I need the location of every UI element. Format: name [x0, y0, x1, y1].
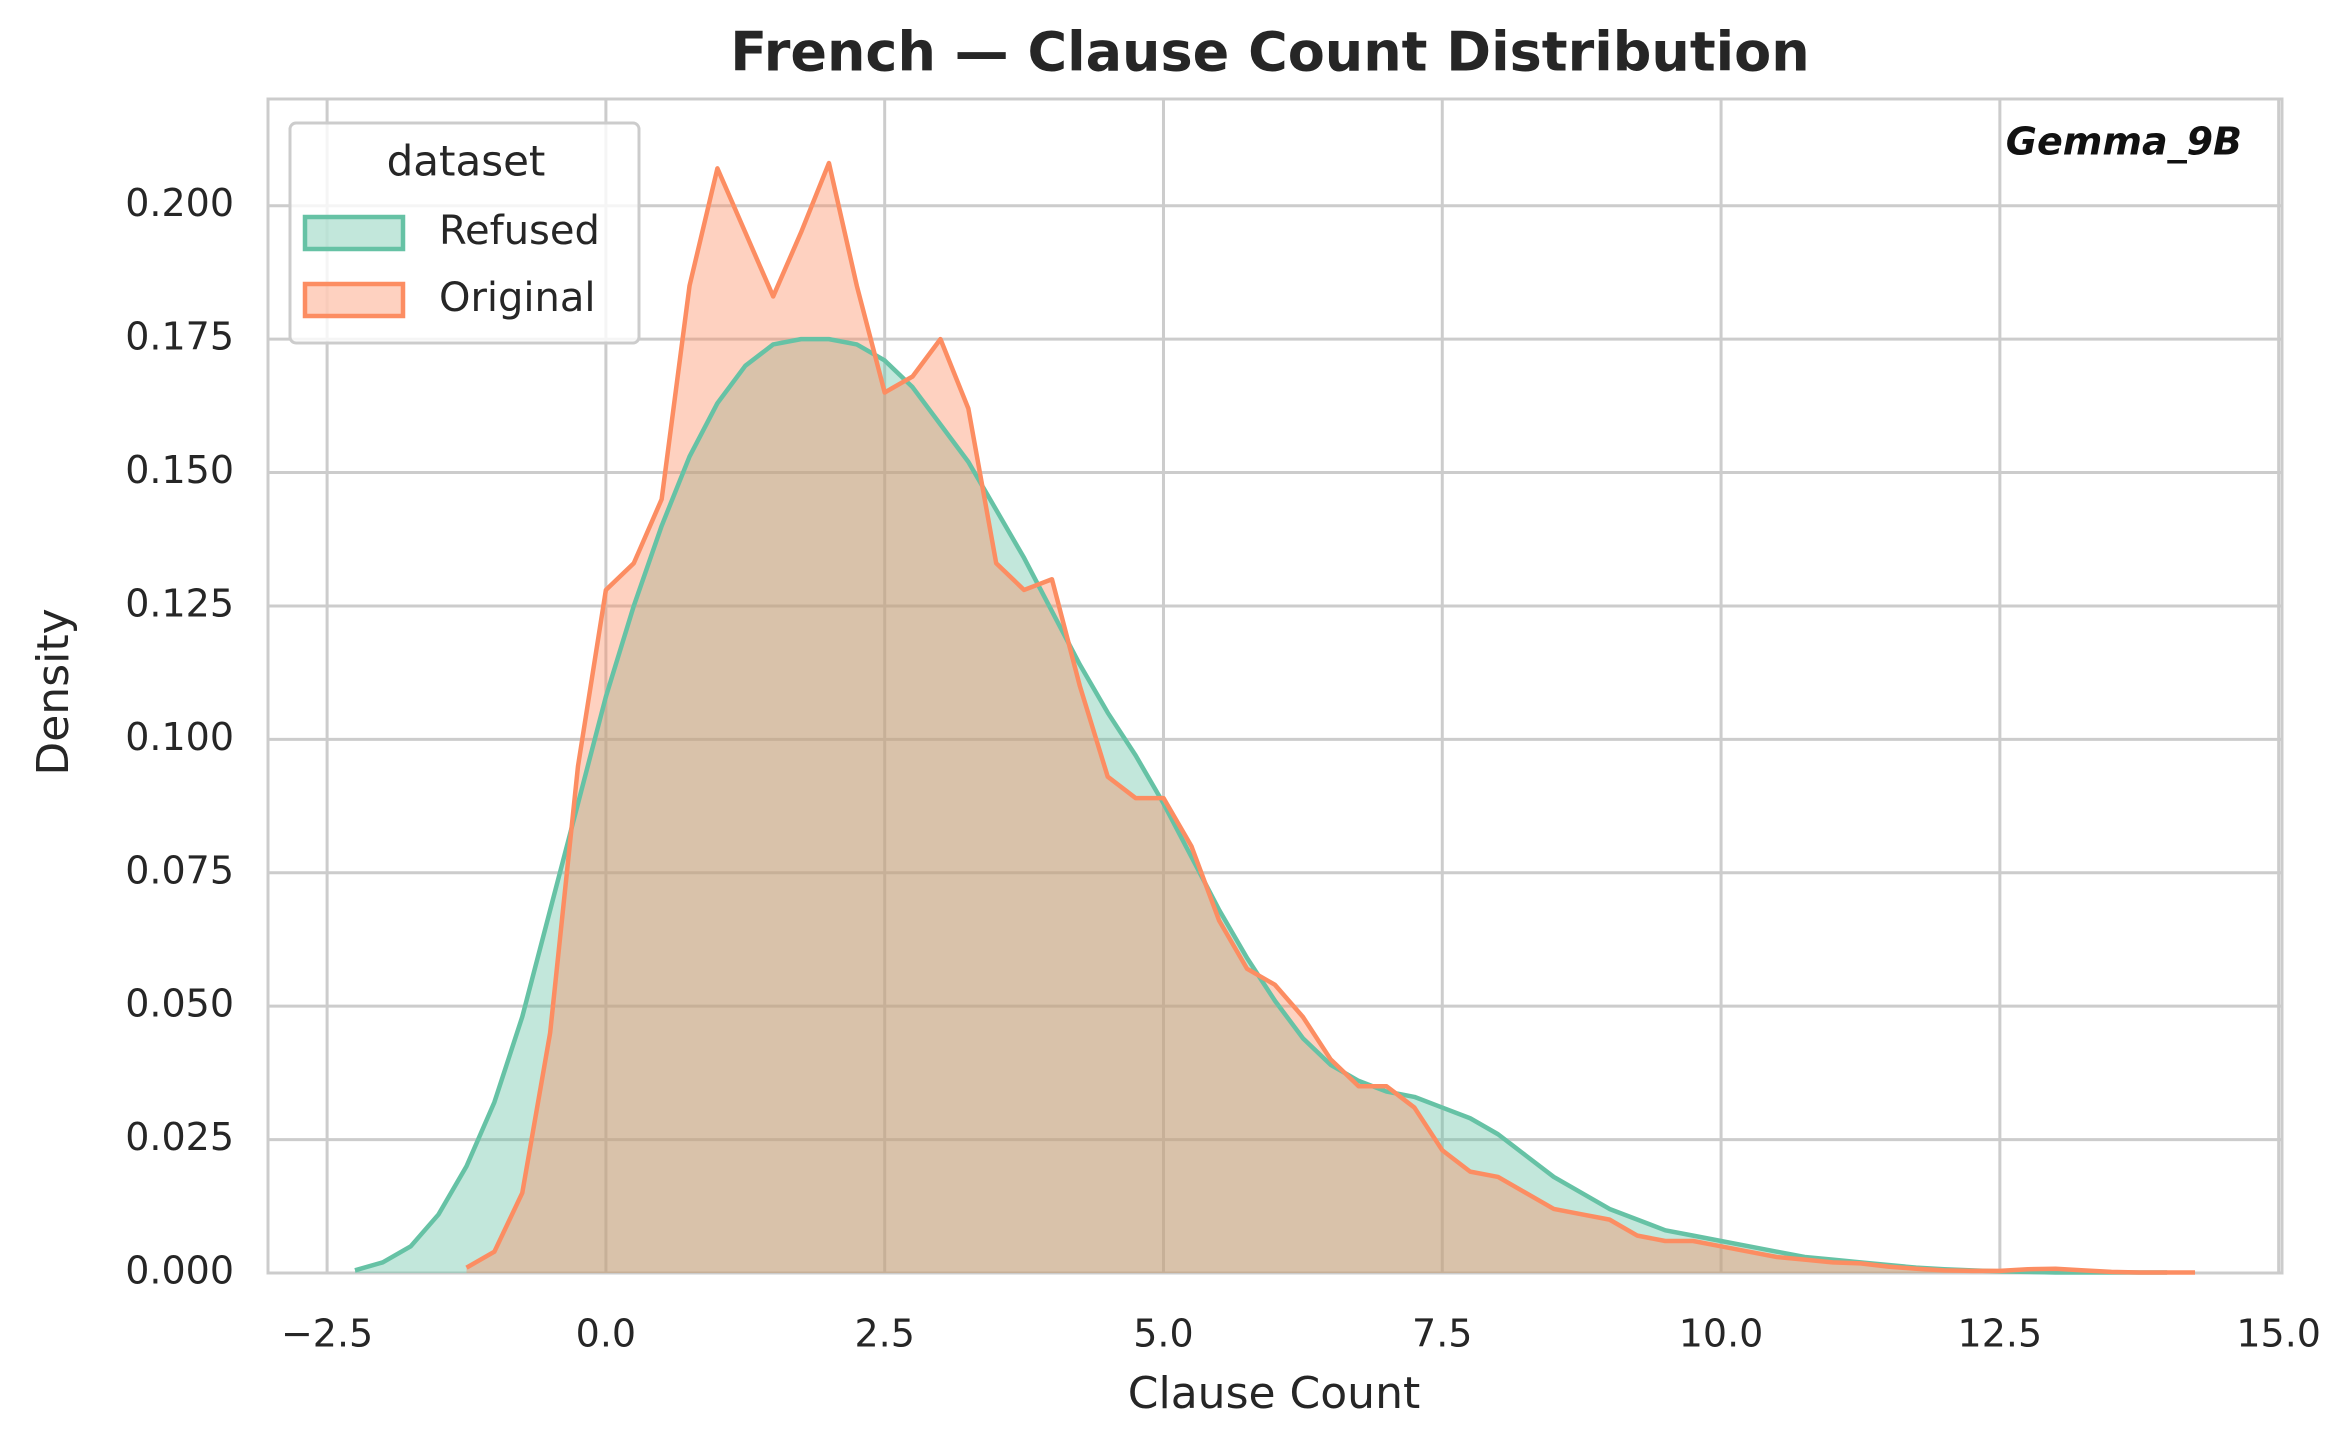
y-tick-label: 0.100 [125, 715, 234, 759]
x-tick-label: 12.5 [1958, 1312, 2043, 1356]
plot-frame [266, 97, 2284, 1275]
x-tick-label: 7.5 [1412, 1312, 1472, 1356]
y-axis-label: Density [28, 608, 79, 775]
y-tick-label: 0.200 [125, 181, 234, 225]
x-tick-label: 5.0 [1133, 1312, 1193, 1356]
y-tick-label: 0.050 [125, 982, 234, 1026]
legend-swatch [302, 281, 406, 319]
legend-label: Original [439, 275, 596, 321]
density-line [465, 160, 2196, 1275]
legend-title: dataset [387, 137, 546, 186]
x-tick-label: −2.5 [281, 1312, 373, 1356]
x-tick-label: 0.0 [576, 1312, 636, 1356]
x-tick-label: 2.5 [854, 1312, 914, 1356]
x-tick-label: 10.0 [1679, 1312, 1764, 1356]
chart-title: French — Clause Count Distribution [730, 21, 1809, 84]
area-fill [354, 339, 2168, 1273]
x-tick-label: 15.0 [2236, 1312, 2321, 1356]
y-tick-label: 0.000 [125, 1249, 234, 1293]
legend-label: Refused [439, 208, 600, 254]
annotation: Gemma_9B [2006, 120, 2242, 164]
y-tick-label: 0.025 [125, 1115, 234, 1159]
x-axis-label: Clause Count [1128, 1368, 1420, 1419]
y-tick-label: 0.150 [125, 448, 234, 492]
y-tick-label: 0.175 [125, 315, 234, 359]
y-tick-label: 0.075 [125, 848, 234, 892]
legend-box [288, 121, 641, 345]
y-tick-label: 0.125 [125, 581, 234, 625]
area-fill [466, 163, 2196, 1273]
legend-swatch [302, 214, 406, 252]
